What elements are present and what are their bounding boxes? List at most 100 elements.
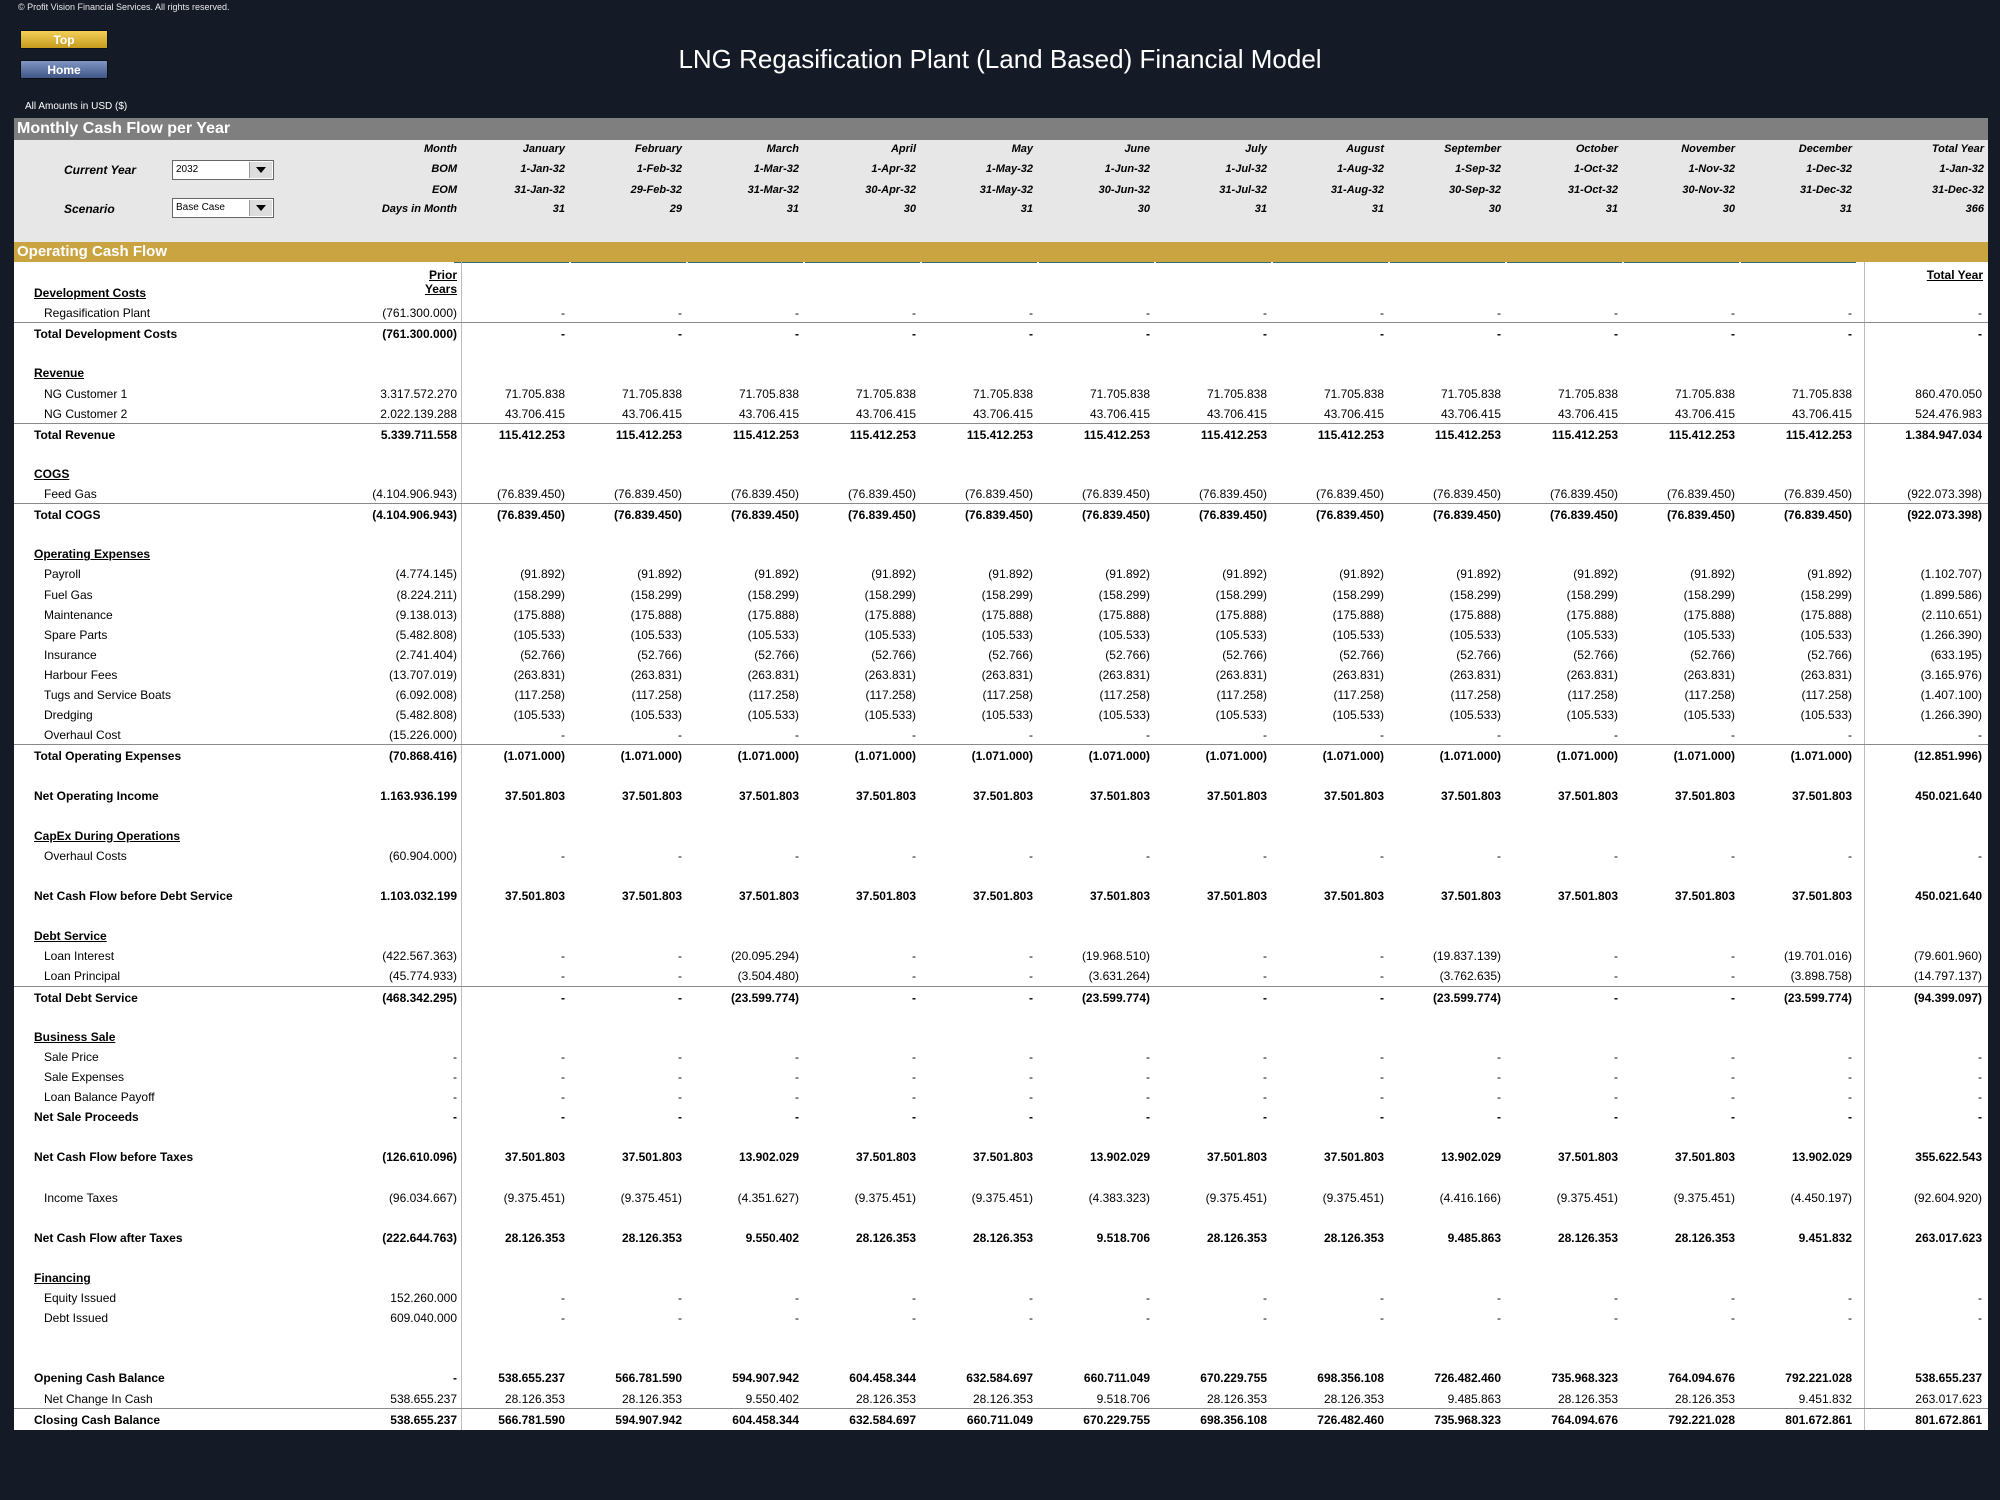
month-value: -: [795, 1311, 799, 1326]
month-value: -: [1731, 969, 1735, 984]
month-value: (23.599.774): [1783, 990, 1852, 1005]
column-eom-0: 31-Jan-32: [514, 184, 565, 196]
month-value: 43.706.415: [1557, 406, 1618, 421]
month-value: (52.766): [520, 647, 565, 662]
spacer-row: [14, 764, 1988, 784]
column-days-11: 31: [1839, 203, 1852, 215]
column-month-11: December: [1798, 143, 1852, 155]
month-value: -: [1731, 306, 1735, 321]
month-value: 28.126.353: [1323, 1391, 1384, 1406]
total-year-value: (1.899.586): [1920, 587, 1982, 602]
column-bom-5: 1-Jun-32: [1104, 163, 1150, 175]
month-value: -: [1848, 848, 1852, 863]
month-value: -: [1731, 1049, 1735, 1064]
prior-years-value: -: [453, 1110, 457, 1125]
month-value: (91.892): [1690, 567, 1735, 582]
month-value: (263.831): [1215, 667, 1267, 682]
month-value: (117.258): [1099, 688, 1150, 702]
prior-years-value: (8.224.211): [396, 587, 458, 602]
month-value: 37.501.803: [504, 1150, 565, 1165]
month-value: 37.501.803: [855, 889, 916, 903]
table-row: Net Cash Flow after Taxes (222.644.763) 28…: [14, 1227, 1988, 1247]
month-value: (158.299): [747, 587, 799, 602]
month-value: -: [678, 306, 682, 321]
month-value: -: [1029, 1311, 1033, 1326]
month-value: -: [1263, 1311, 1267, 1326]
month-value: (175.888): [1332, 607, 1384, 622]
month-value: -: [1731, 728, 1735, 743]
month-value: -: [1848, 1069, 1852, 1084]
month-value: (158.299): [1215, 587, 1267, 602]
total-year-value: (94.399.097): [1913, 990, 1982, 1005]
month-value: -: [1263, 969, 1267, 984]
row-label: Opening Cash Balance: [34, 1371, 165, 1386]
month-value: 37.501.803: [1206, 788, 1267, 803]
month-value: -: [912, 848, 916, 863]
row-label: Net Cash Flow before Debt Service: [34, 889, 233, 903]
total-year-value: (1.102.707): [1920, 567, 1982, 582]
month-value: (105.533): [1566, 627, 1618, 642]
total-year-value: (92.604.920): [1913, 1190, 1982, 1205]
column-eom-6: 31-Jul-32: [1219, 184, 1267, 196]
month-value: (9.375.451): [1322, 1190, 1384, 1205]
month-value: -: [1146, 1069, 1150, 1084]
spacer-row: [14, 523, 1988, 543]
column-eom-1: 29-Feb-32: [630, 184, 682, 196]
month-value: (3.504.480): [737, 969, 799, 984]
column-bom-9: 1-Oct-32: [1573, 163, 1618, 175]
month-value: 37.501.803: [1674, 889, 1735, 903]
month-value: -: [1497, 1110, 1501, 1125]
month-value: (105.533): [1332, 627, 1384, 642]
column-bom-8: 1-Sep-32: [1455, 163, 1501, 175]
column-eom-7: 31-Aug-32: [1330, 184, 1384, 196]
month-value: -: [1029, 1049, 1033, 1064]
scenario-dropdown[interactable]: Base Case: [172, 198, 274, 218]
spacer-row: [14, 1247, 1988, 1267]
month-value: -: [561, 1090, 565, 1104]
top-button[interactable]: Top: [20, 30, 108, 49]
row-label: Overhaul Costs: [44, 848, 127, 863]
month-value: (76.839.450): [1783, 508, 1852, 523]
month-value: 37.501.803: [972, 889, 1033, 903]
month-value: -: [1380, 1069, 1384, 1084]
row-label: CapEx During Operations: [34, 828, 181, 843]
home-button[interactable]: Home: [20, 60, 108, 79]
month-value: -: [1146, 306, 1150, 321]
month-value: (91.892): [1807, 567, 1852, 582]
month-value: (4.450.197): [1790, 1190, 1852, 1205]
month-value: -: [1614, 969, 1618, 984]
row-label: Tugs and Service Boats: [44, 688, 171, 702]
month-value: (263.831): [747, 667, 799, 682]
header-area: Current Year 2032 Scenario Base Case Mon…: [14, 140, 1988, 263]
month-value: (52.766): [1456, 647, 1501, 662]
chevron-down-icon[interactable]: [249, 200, 272, 216]
month-value: -: [1848, 327, 1852, 342]
month-value: -: [795, 306, 799, 321]
month-value: -: [1848, 728, 1852, 743]
month-value: (76.839.450): [1081, 487, 1150, 501]
current-year-dropdown[interactable]: 2032: [172, 160, 274, 180]
row-label: Loan Balance Payoff: [44, 1090, 155, 1104]
month-value: (158.299): [513, 587, 565, 602]
month-value: 28.126.353: [1206, 1230, 1267, 1245]
table-row: Loan Balance Payoff - - - - - - - - - - - - - -: [14, 1086, 1988, 1106]
month-value: (117.258): [1216, 688, 1267, 702]
month-value: -: [561, 306, 565, 321]
chevron-down-icon[interactable]: [249, 162, 272, 178]
table-row: Payroll (4.774.145) (91.892) (91.892) (91.89…: [14, 563, 1988, 583]
row-label: Debt Issued: [44, 1311, 109, 1326]
month-value: 71.705.838: [1440, 386, 1501, 401]
spacer-row: [14, 1166, 1988, 1186]
month-value: (4.383.323): [1088, 1190, 1150, 1205]
month-value: (158.299): [981, 587, 1033, 602]
month-value: (9.375.451): [1556, 1190, 1618, 1205]
prior-years-value: 2.022.139.288: [380, 406, 457, 421]
row-label: Sale Price: [44, 1049, 99, 1064]
month-value: 115.412.253: [1083, 427, 1150, 442]
month-value: 37.501.803: [738, 788, 799, 803]
month-value: 9.451.832: [1798, 1230, 1852, 1245]
table-row: Total Revenue 5.339.711.558 115.412.253 115…: [14, 422, 1988, 444]
month-value: 28.126.353: [1323, 1230, 1384, 1245]
total-year-value: (12.851.996): [1913, 749, 1982, 764]
month-value: (158.299): [864, 587, 916, 602]
